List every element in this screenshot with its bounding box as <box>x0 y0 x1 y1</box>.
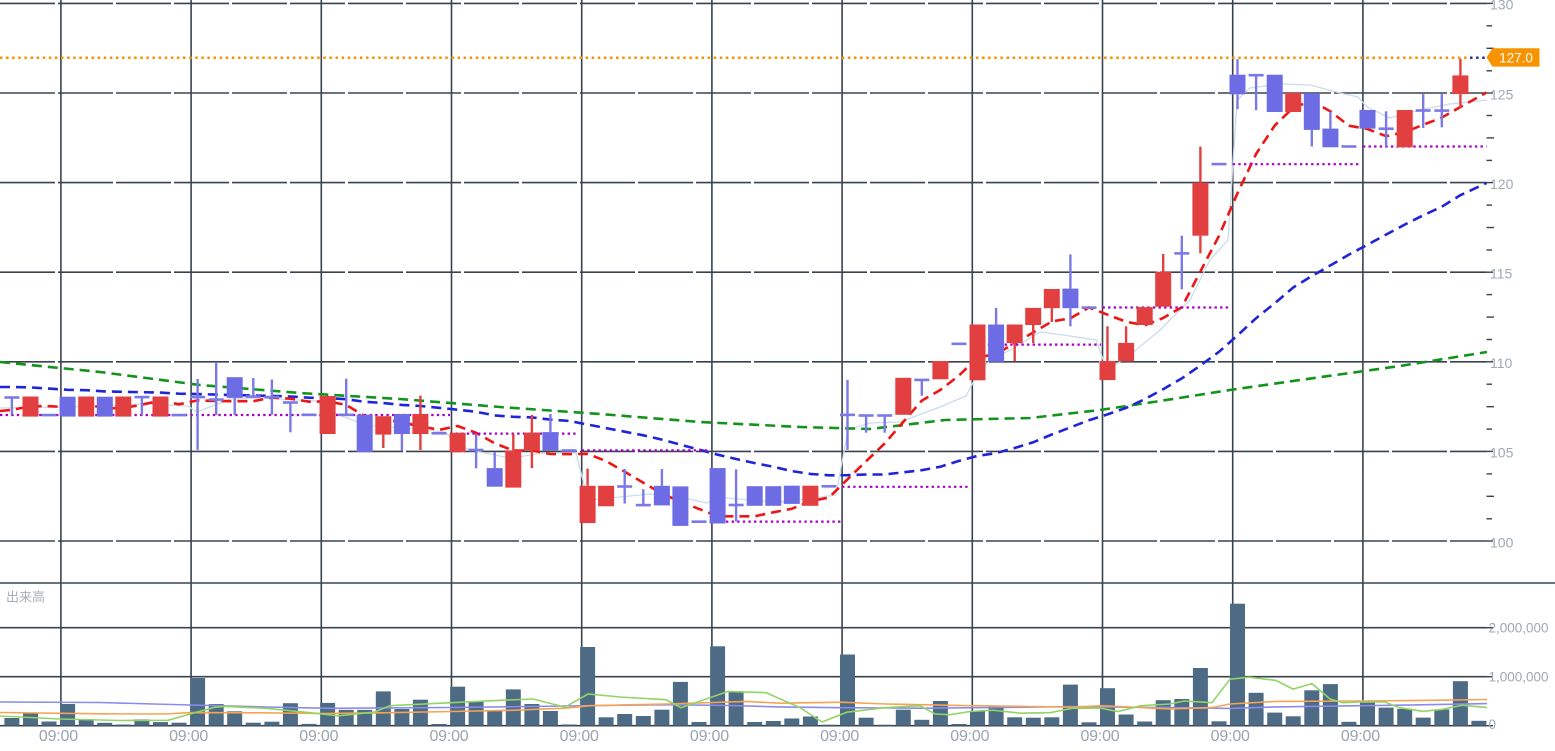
svg-text:09:00: 09:00 <box>560 728 599 745</box>
svg-text:1,000,000: 1,000,000 <box>1489 670 1549 685</box>
svg-text:105: 105 <box>1490 445 1514 461</box>
svg-text:09:00: 09:00 <box>39 728 78 745</box>
svg-text:125: 125 <box>1490 86 1514 102</box>
svg-text:09:00: 09:00 <box>429 728 468 745</box>
svg-text:100: 100 <box>1490 534 1514 550</box>
svg-text:09:00: 09:00 <box>1211 728 1250 745</box>
svg-text:09:00: 09:00 <box>169 728 208 745</box>
svg-text:09:00: 09:00 <box>1341 728 1380 745</box>
svg-text:130: 130 <box>1490 0 1514 13</box>
svg-text:09:00: 09:00 <box>820 728 859 745</box>
svg-text:127.0: 127.0 <box>1499 50 1533 65</box>
svg-text:120: 120 <box>1490 176 1514 192</box>
svg-text:0: 0 <box>1489 717 1497 732</box>
svg-text:110: 110 <box>1490 355 1513 371</box>
svg-text:09:00: 09:00 <box>690 728 729 745</box>
svg-text:09:00: 09:00 <box>1080 728 1119 745</box>
svg-text:09:00: 09:00 <box>299 728 338 745</box>
svg-text:09:00: 09:00 <box>950 728 989 745</box>
svg-text:2,000,000: 2,000,000 <box>1489 621 1549 636</box>
svg-text:出来高: 出来高 <box>6 590 45 605</box>
svg-text:115: 115 <box>1490 266 1513 282</box>
